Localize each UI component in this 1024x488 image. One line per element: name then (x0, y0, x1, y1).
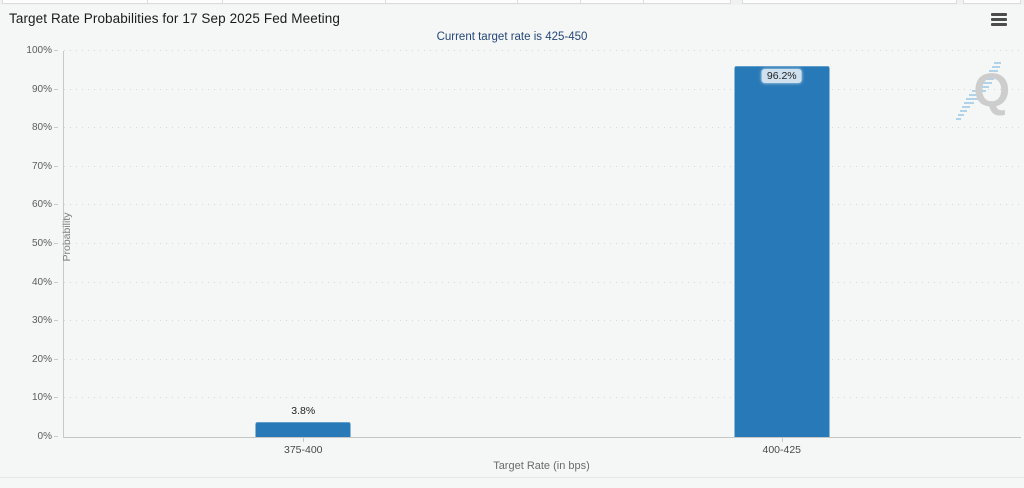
y-tick-mark (54, 127, 58, 129)
gridline (64, 50, 1021, 51)
gridline (64, 204, 1021, 206)
y-axis-labels: 0% 10% 20% 30% 40% 50% 60% 70% 80% 90% 100% (0, 46, 58, 442)
x-tick-mark (781, 438, 783, 442)
quikstrike-watermark-logo: Q (952, 60, 1012, 124)
y-tick-mark (54, 165, 58, 167)
gridline (64, 88, 1021, 90)
y-tick-mark (54, 436, 58, 437)
lightning-slash-icon (956, 62, 1001, 120)
y-tick-mark (54, 243, 58, 244)
gridline (64, 165, 1021, 167)
y-tick-mark (54, 50, 58, 51)
fedwatch-chart-panel: Target Rate Probabilities for 17 Sep 202… (0, 5, 1024, 478)
y-tick-label: 70% (31, 160, 52, 172)
y-tick-label: 90% (31, 83, 52, 95)
chart-subtitle: Current target rate is 425-450 (436, 31, 588, 43)
gridline (64, 243, 1021, 244)
y-tick-label: 30% (31, 315, 52, 327)
x-category-label: 375-400 (283, 444, 323, 456)
gridline (64, 281, 1021, 283)
y-axis-title: Probability (61, 212, 73, 262)
y-tick-label: 10% (31, 392, 52, 404)
y-tick-mark (54, 358, 58, 360)
gridline (64, 397, 1021, 399)
tab-strip (0, 0, 1024, 5)
y-tick-mark (54, 397, 58, 399)
tab-strip-cell (2, 0, 148, 4)
x-category-label: 400-425 (762, 444, 802, 456)
tab-strip-cell (517, 0, 581, 4)
bar-value-label: 3.8% (291, 405, 316, 418)
bar-400-425[interactable]: 96.2% (734, 65, 830, 437)
bar-375-400[interactable] (255, 422, 351, 437)
y-tick-mark (54, 204, 58, 206)
x-tick-mark (303, 438, 305, 442)
tab-strip-cell (580, 0, 644, 4)
hamburger-menu-icon[interactable] (991, 13, 1007, 26)
y-tick-label: 60% (31, 199, 52, 211)
tab-strip-cell (643, 0, 731, 4)
y-tick-label: 20% (31, 353, 52, 365)
tab-strip-cell (963, 0, 1021, 4)
gridline (64, 320, 1021, 322)
plot-area: Probability 3.8% 375-400 96.2% 400-425 (61, 50, 1021, 456)
tab-strip-cell (385, 0, 518, 4)
watermark-letter: Q (973, 63, 1010, 116)
x-axis-title: Target Rate (in bps) (493, 460, 590, 472)
y-tick-label: 40% (31, 276, 52, 288)
gridline (64, 127, 1021, 129)
tab-strip-cell (147, 0, 223, 4)
y-tick-label: 80% (31, 122, 52, 134)
y-tick-label: 50% (31, 238, 52, 249)
page-title: Target Rate Probabilities for 17 Sep 202… (9, 11, 340, 26)
y-tick-label: 100% (26, 45, 52, 56)
y-tick-mark (54, 320, 58, 322)
y-tick-label: 0% (37, 431, 52, 442)
tab-strip-cell (222, 0, 386, 4)
tab-strip-cell (742, 0, 957, 4)
y-tick-mark (54, 281, 58, 283)
gridline (64, 358, 1021, 360)
bar-value-label: 96.2% (761, 68, 802, 83)
y-tick-mark (54, 88, 58, 90)
